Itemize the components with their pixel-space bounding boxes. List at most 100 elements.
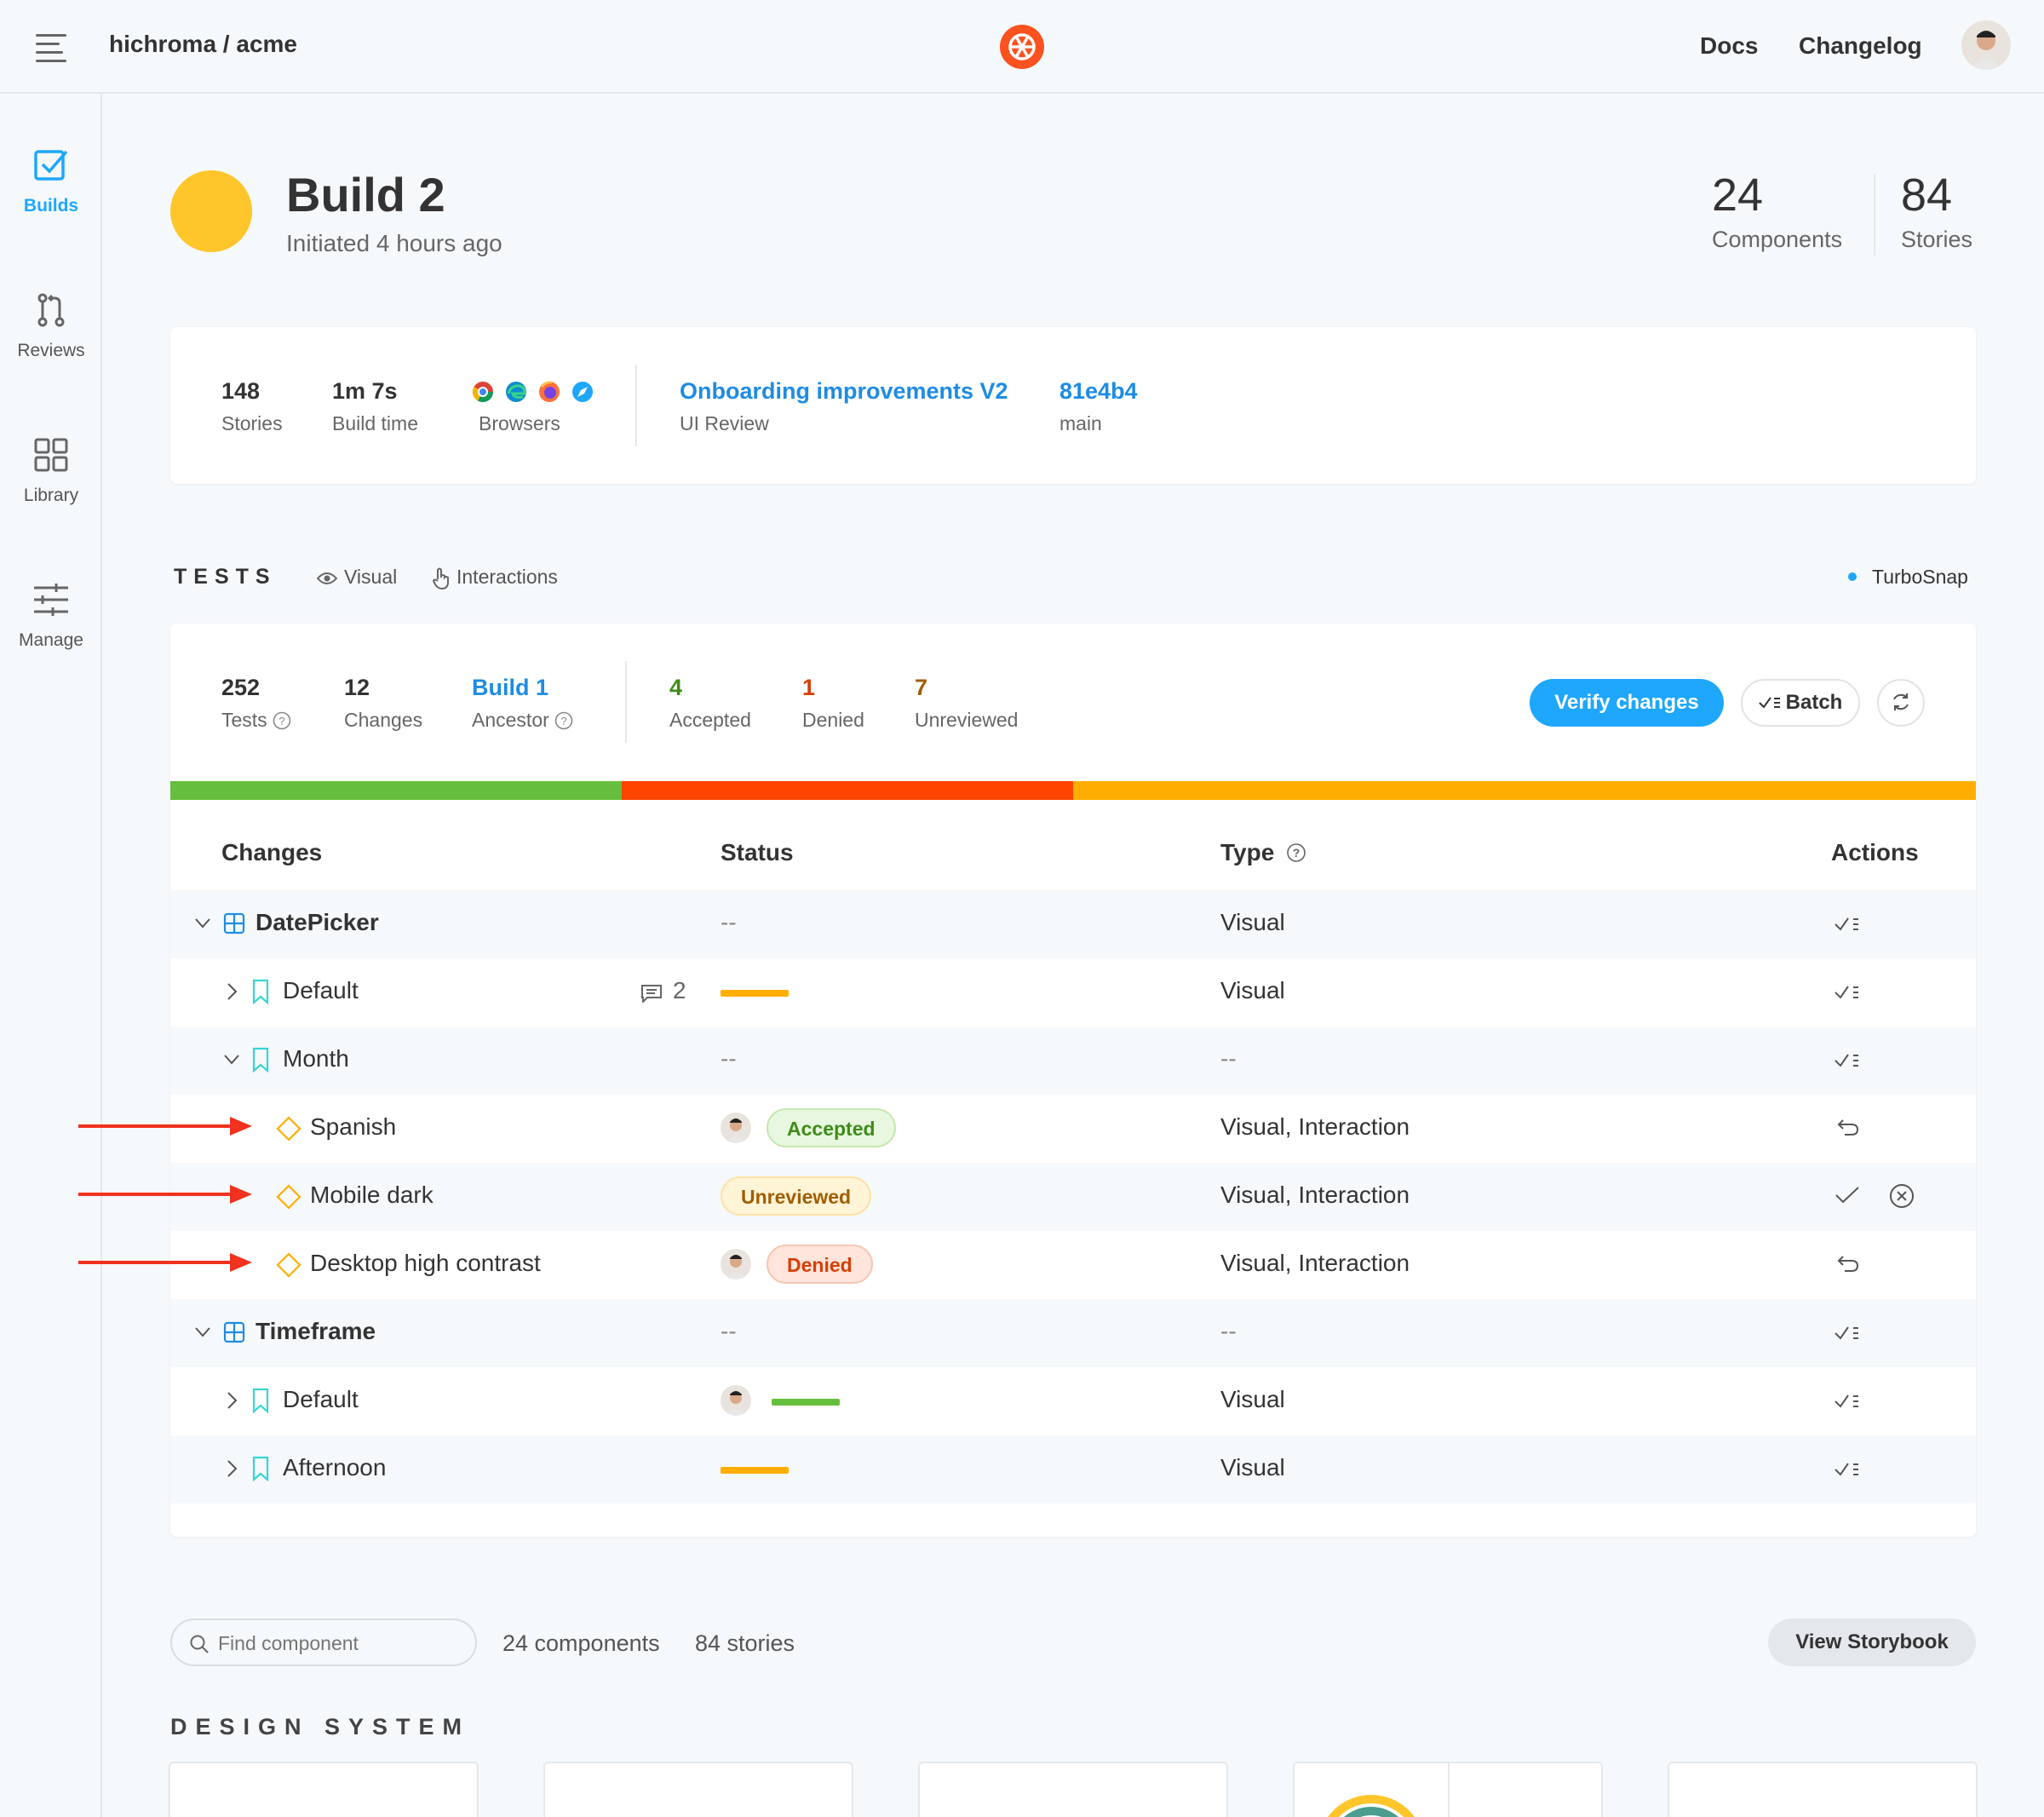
unreviewed-value: 7 <box>915 675 927 701</box>
tests-value: 252 <box>221 675 260 701</box>
denied-label: Denied <box>802 709 864 732</box>
table-row[interactable]: Desktop high contrast Denied Visual, Int… <box>170 1231 1976 1299</box>
test-name: Mobile dark <box>310 1182 433 1209</box>
annotation-arrow-icon <box>78 1116 254 1136</box>
build-info-card: 148 Stories 1m 7s Build time Browsers On… <box>170 327 1976 484</box>
verify-changes-button[interactable]: Verify changes <box>1530 679 1724 727</box>
info-divider <box>635 365 637 446</box>
story-name: Default <box>283 977 359 1004</box>
table-row[interactable]: Month -- -- <box>170 1026 1976 1095</box>
deny-x-icon[interactable] <box>1889 1183 1915 1209</box>
type-text: Visual, Interaction <box>1220 1250 1410 1277</box>
sidebar: Builds Reviews Library Manage <box>0 94 102 1817</box>
column-header-actions: Actions <box>1831 839 1919 866</box>
column-header-type[interactable]: Type ? <box>1220 839 1306 866</box>
chromatic-logo-icon[interactable] <box>999 24 1045 70</box>
table-row[interactable]: DatePicker -- Visual <box>170 890 1976 958</box>
status-text: -- <box>721 909 737 936</box>
table-row[interactable]: Spanish Accepted Visual, Interaction <box>170 1095 1976 1163</box>
type-text: -- <box>1220 1045 1237 1072</box>
component-thumbnail[interactable] <box>169 1762 479 1817</box>
story-name: Default <box>283 1386 359 1413</box>
commit-link[interactable]: 81e4b4 <box>1059 378 1138 405</box>
table-row[interactable]: Default 2 Visual <box>170 958 1976 1026</box>
sidebar-item-manage[interactable]: Manage <box>0 581 102 651</box>
svg-text:?: ? <box>278 715 284 727</box>
table-row[interactable]: Timeframe -- -- <box>170 1299 1976 1367</box>
story-name: Month <box>283 1045 349 1072</box>
status-bar-unreviewed <box>721 990 789 997</box>
batch-accept-icon[interactable] <box>1834 1461 1860 1478</box>
docs-link[interactable]: Docs <box>1700 32 1758 60</box>
batch-accept-icon[interactable] <box>1834 1052 1860 1069</box>
test-diamond-icon <box>276 1252 301 1278</box>
build-subtitle: Initiated 4 hours ago <box>286 230 502 257</box>
sidebar-item-reviews[interactable]: Reviews <box>0 291 102 361</box>
unreviewed-label: Unreviewed <box>915 709 1018 732</box>
sidebar-label-manage: Manage <box>19 630 83 650</box>
chevron-right-icon[interactable] <box>227 1391 238 1410</box>
sidebar-item-library[interactable]: Library <box>0 436 102 506</box>
components-count: 24 <box>1712 169 1763 221</box>
stories-label: Stories <box>1901 227 1972 253</box>
help-icon: ? <box>1286 842 1306 863</box>
build-time-label: Build time <box>332 412 418 435</box>
turbosnap-label[interactable]: TurboSnap <box>1872 566 1968 589</box>
component-thumbnail[interactable] <box>543 1762 853 1817</box>
undo-icon[interactable] <box>1836 1117 1860 1137</box>
table-row[interactable]: Afternoon Visual <box>170 1435 1976 1504</box>
table-row[interactable]: Mobile dark Unreviewed Visual, Interacti… <box>170 1163 1976 1231</box>
reviewer-avatar <box>721 1249 751 1279</box>
refresh-button[interactable] <box>1877 679 1925 727</box>
table-row[interactable]: Default Visual <box>170 1367 1976 1435</box>
chevron-down-icon[interactable] <box>194 1326 211 1338</box>
sidebar-item-builds[interactable]: Builds <box>0 147 102 216</box>
ui-review-link[interactable]: Onboarding improvements V2 <box>680 378 1008 405</box>
ancestor-link[interactable]: Build 1 <box>472 675 548 701</box>
tab-visual[interactable]: Visual <box>317 566 397 589</box>
chevron-down-icon[interactable] <box>223 1054 240 1066</box>
chevron-down-icon[interactable] <box>194 917 211 929</box>
batch-accept-icon[interactable] <box>1834 916 1860 933</box>
batch-button[interactable]: Batch <box>1741 679 1860 727</box>
build-time-value: 1m 7s <box>332 378 398 405</box>
chevron-right-icon[interactable] <box>227 1459 238 1478</box>
test-name: Desktop high contrast <box>310 1250 541 1277</box>
component-icon <box>223 912 245 934</box>
svg-text:?: ? <box>561 715 567 727</box>
column-header-changes[interactable]: Changes <box>221 839 322 866</box>
component-thumbnail[interactable] <box>1668 1762 1978 1817</box>
stat-divider <box>1874 174 1875 256</box>
tab-interactions-label: Interactions <box>456 566 558 588</box>
unreviewed-progress-bar <box>1073 781 1976 800</box>
batch-accept-icon[interactable] <box>1834 1325 1860 1342</box>
column-header-status[interactable]: Status <box>721 839 794 866</box>
accept-check-icon[interactable] <box>1834 1185 1860 1205</box>
component-thumbnail[interactable] <box>918 1762 1228 1817</box>
user-avatar[interactable] <box>1961 20 2011 70</box>
search-icon <box>189 1634 210 1654</box>
breadcrumb[interactable]: hichroma / acme <box>109 31 297 58</box>
components-count-text: 24 components <box>502 1630 660 1657</box>
type-text: Visual <box>1220 977 1285 1004</box>
view-storybook-button[interactable]: View Storybook <box>1768 1619 1976 1666</box>
annotation-arrow-icon <box>78 1184 254 1205</box>
sidebar-label-builds: Builds <box>24 196 78 216</box>
batch-accept-icon[interactable] <box>1834 984 1860 1001</box>
chevron-right-icon[interactable] <box>227 982 238 1001</box>
menu-icon[interactable] <box>36 34 66 60</box>
search-input[interactable] <box>218 1629 465 1658</box>
builds-icon <box>32 147 70 184</box>
find-component-search[interactable] <box>170 1619 477 1666</box>
component-thumbnail[interactable] <box>1293 1762 1603 1817</box>
component-name: Timeframe <box>256 1318 376 1345</box>
changes-value: 12 <box>344 675 370 701</box>
status-text: -- <box>721 1318 737 1345</box>
changelog-link[interactable]: Changelog <box>1799 32 1922 60</box>
tab-interactions[interactable]: Interactions <box>433 566 558 589</box>
comment-icon[interactable] <box>640 984 663 1003</box>
annotation-arrow-icon <box>78 1252 254 1273</box>
batch-accept-icon[interactable] <box>1834 1393 1860 1410</box>
eye-icon <box>317 572 337 585</box>
undo-icon[interactable] <box>1836 1253 1860 1274</box>
